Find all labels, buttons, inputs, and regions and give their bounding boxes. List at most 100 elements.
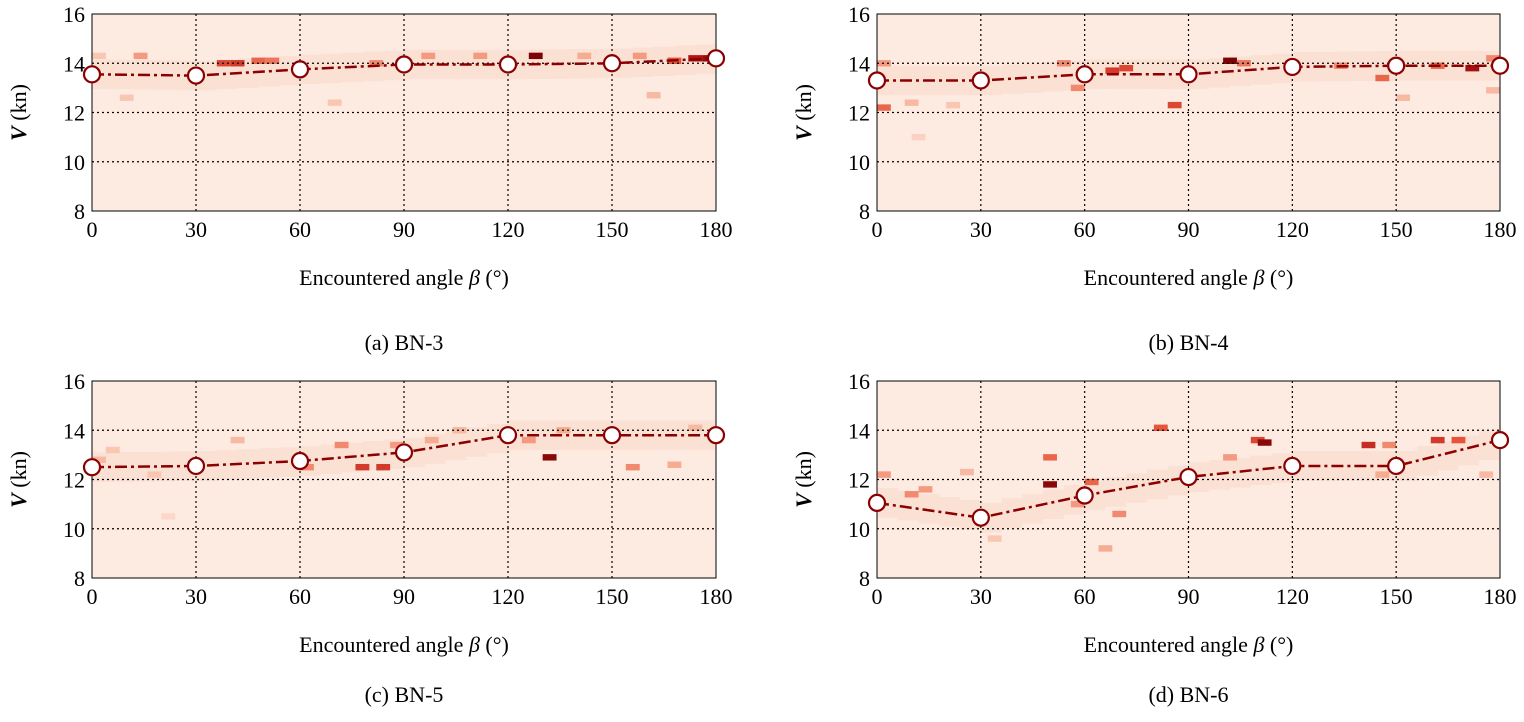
data-point xyxy=(394,443,414,462)
heatmap-cell xyxy=(1084,478,1099,486)
data-point xyxy=(1387,456,1406,476)
density-cell xyxy=(653,46,675,77)
heatmap-cell xyxy=(577,52,592,60)
data-point xyxy=(602,54,622,73)
x-tick-label: 120 xyxy=(1276,584,1309,609)
heatmap-cell xyxy=(1479,471,1494,478)
x-tick-label: 60 xyxy=(289,584,311,609)
density-cell xyxy=(258,57,280,87)
panel-caption: (a) BN-3 xyxy=(365,330,444,355)
y-tick-label: 12 xyxy=(63,468,85,493)
heatmap-cell xyxy=(421,52,436,60)
x-tick-label: 30 xyxy=(185,217,207,242)
data-point xyxy=(602,426,622,445)
heatmap-cell xyxy=(1070,84,1085,92)
density-band xyxy=(877,50,1500,96)
y-tick-label: 10 xyxy=(63,150,85,175)
plot-frame xyxy=(91,380,717,579)
data-point xyxy=(867,493,887,512)
heatmap-cell xyxy=(251,57,266,64)
y-tick-label: 16 xyxy=(63,369,85,394)
panel-b: 0 30 60 90 120 150 180 8 10 12 14 16 Encountered ang… xyxy=(791,2,1517,355)
x-tick-label: 0 xyxy=(87,217,98,242)
heatmap-cell xyxy=(646,92,661,99)
panel-caption: (b) BN-4 xyxy=(1148,330,1228,355)
panel-caption: (c) BN-5 xyxy=(365,682,444,707)
heatmap-cell xyxy=(542,454,557,461)
density-cell xyxy=(1416,446,1438,476)
data-point xyxy=(290,60,310,79)
x-tick-label: 180 xyxy=(700,584,733,609)
x-tick-label: 120 xyxy=(492,217,525,242)
density-cell xyxy=(1250,455,1272,486)
x-tick-label: 90 xyxy=(1178,217,1200,242)
x-axis-label: Encountered angle β (°) xyxy=(299,265,509,290)
grid-lines xyxy=(877,14,1500,211)
heatmap-cell xyxy=(1167,101,1182,109)
data-point xyxy=(290,451,310,471)
heatmap-cell xyxy=(1098,545,1113,552)
data-point xyxy=(1179,467,1198,487)
heatmap-cell xyxy=(1223,454,1237,461)
density-cell xyxy=(1209,58,1231,88)
x-tick-label: 180 xyxy=(1484,217,1517,242)
x-tick-label: 30 xyxy=(185,584,207,609)
x-tick-label: 120 xyxy=(1276,217,1309,242)
y-tick-label: 8 xyxy=(859,566,870,591)
data-point xyxy=(186,456,206,476)
data-point xyxy=(498,426,518,445)
heatmap-cell xyxy=(161,513,176,520)
heatmap-cell xyxy=(987,535,1002,542)
data-point xyxy=(82,458,102,477)
x-tick-label: 150 xyxy=(596,584,629,609)
data-point xyxy=(706,49,726,68)
density-cell xyxy=(1043,489,1064,520)
heatmap-cell xyxy=(667,461,682,468)
heatmap-cell xyxy=(1105,67,1120,74)
heatmap-cell xyxy=(1223,57,1237,64)
panel-a: 0 30 60 90 120 150 180 8 10 12 14 16 Encountered ang… xyxy=(6,2,733,355)
y-axis-label: V (kn) xyxy=(791,84,816,141)
heatmap-cell xyxy=(424,436,439,444)
heatmap-cell xyxy=(1486,87,1500,94)
heatmap-cell xyxy=(1361,441,1376,449)
heatmap-cell xyxy=(632,52,647,60)
heatmap-cell xyxy=(1486,55,1500,62)
y-tick-label: 8 xyxy=(74,199,85,224)
density-cell xyxy=(445,430,467,461)
y-tick-label: 10 xyxy=(63,517,85,542)
x-axis-label: Encountered angle β (°) xyxy=(1084,632,1294,657)
data-point xyxy=(971,71,990,90)
heatmap-cell xyxy=(105,446,120,454)
heatmap-cell xyxy=(230,436,245,444)
heatmap-cell xyxy=(300,463,314,471)
y-tick-label: 10 xyxy=(848,517,870,542)
heatmap-cell xyxy=(133,52,148,60)
heatmap-cell xyxy=(904,491,919,498)
x-tick-label: 90 xyxy=(393,584,415,609)
heatmap-cell xyxy=(92,456,106,464)
density-cell xyxy=(216,59,238,90)
density-cell xyxy=(939,496,961,527)
heatmap-cell xyxy=(528,52,543,60)
y-tick-label: 14 xyxy=(848,418,870,443)
plot-frame xyxy=(876,13,1501,212)
y-tick-label: 8 xyxy=(859,199,870,224)
panel-caption: (d) BN-6 xyxy=(1148,682,1228,707)
density-cell xyxy=(1022,494,1044,524)
x-tick-label: 30 xyxy=(970,584,992,609)
data-point xyxy=(1075,65,1094,84)
heatmap-cell xyxy=(1043,481,1057,488)
heatmap-cell xyxy=(1382,441,1397,449)
data-point xyxy=(1283,57,1302,77)
data-point xyxy=(1490,56,1510,75)
heatmap-cell xyxy=(1070,500,1085,508)
data-point xyxy=(186,66,206,85)
density-cell xyxy=(1043,62,1064,92)
density-cell xyxy=(1437,440,1459,471)
heatmap-cell xyxy=(265,57,280,64)
heatmap-cell xyxy=(946,101,961,109)
density-cell xyxy=(1126,473,1147,503)
data-point xyxy=(1387,56,1406,75)
heatmap-cell xyxy=(904,99,919,106)
